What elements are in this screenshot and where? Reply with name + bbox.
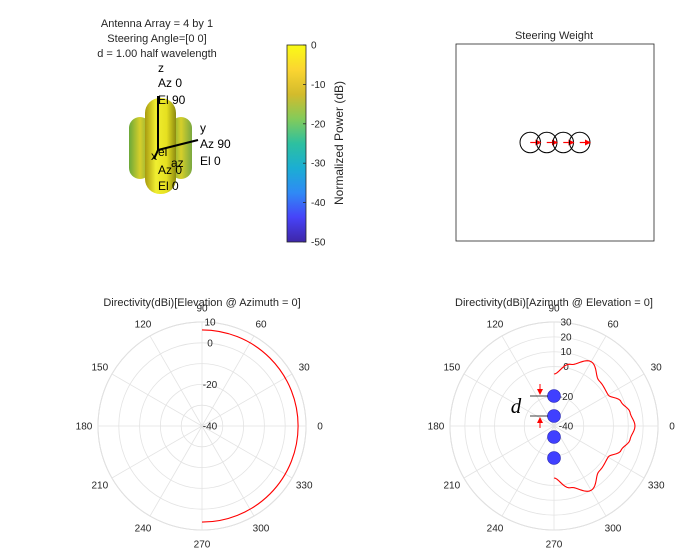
axis-y-line	[157, 139, 199, 151]
polar-spoke	[111, 425, 203, 479]
polar-angle-label: 270	[194, 540, 211, 550]
polar-angle-label: 210	[443, 481, 460, 492]
polar-angle-label: 60	[255, 319, 267, 330]
azimuth-polar-data	[553, 360, 636, 492]
polar-radius-label: -40	[559, 422, 574, 433]
polar-angle-label: 60	[607, 319, 619, 330]
pattern-title-line-2: Steering Angle=[0 0]	[107, 33, 206, 45]
polar-angle-label: 330	[296, 481, 313, 492]
polar-spoke	[201, 373, 293, 427]
pattern-title-line-1: Antenna Array = 4 by 1	[101, 18, 213, 30]
elevation-polar-data	[201, 329, 299, 523]
axis-y-label: y	[200, 121, 206, 135]
axis-overlap-az: az	[171, 156, 184, 170]
polar-angle-label: 300	[253, 524, 270, 535]
polar-angle-label: 30	[299, 363, 311, 374]
array-element-dot	[547, 430, 561, 444]
polar-angle-label: 180	[76, 422, 93, 433]
polar-spoke	[553, 335, 607, 427]
polar-angle-label: 330	[648, 481, 665, 492]
polar-angle-label: 0	[317, 422, 323, 433]
polar-angle-label: 210	[91, 481, 108, 492]
polar-angle-label: 120	[487, 319, 504, 330]
polar-angle-label: 300	[605, 524, 622, 535]
polar-spoke	[201, 335, 255, 427]
elevation-polar-panel: Directivity(dBi)[Elevation @ Azimuth = 0…	[76, 297, 324, 550]
pattern-title-line-3: d = 1.00 half wavelength	[97, 48, 217, 60]
polar-angle-label: 120	[135, 319, 152, 330]
elevation-polar-title: Directivity(dBi)[Elevation @ Azimuth = 0…	[103, 297, 300, 309]
pattern-3d-panel: Antenna Array = 4 by 1 Steering Angle=[0…	[97, 18, 346, 249]
colorbar-tick-label: -30	[311, 159, 326, 170]
array-element-overlay: d	[511, 384, 561, 465]
polar-radius-label: -40	[203, 422, 218, 433]
polar-series-line	[201, 329, 299, 523]
azimuth-polar-grid: 0 30 60 90 120 150 180 210 240 270 300 330 30 20 10 0 -2…	[428, 304, 676, 550]
polar-angle-label: 150	[443, 363, 460, 374]
polar-spoke	[111, 373, 203, 427]
axis-z-label: z	[158, 61, 164, 75]
colorbar-ticks: 0 -10 -20 -30 -40 -50	[303, 41, 326, 249]
polar-spoke	[149, 335, 203, 427]
colorbar-tick-label: -10	[311, 80, 326, 91]
polar-radius-label: -20	[559, 392, 574, 403]
axis-x-label: x	[151, 149, 157, 163]
polar-spoke	[553, 425, 607, 517]
colorbar-tick-label: -50	[311, 238, 326, 249]
elevation-polar-grid: 0 30 60 90 120 150 180 210 240 270 300 330 10 0 -20 -40	[76, 304, 324, 550]
array-element-dot	[547, 409, 561, 423]
axis-z-el: El 90	[158, 93, 186, 107]
polar-spoke	[501, 335, 555, 427]
colorbar-tick-label: -20	[311, 119, 326, 130]
axis-x-az: Az 0	[158, 163, 182, 177]
axis-x-line	[153, 149, 159, 160]
array-element-dot	[547, 389, 561, 403]
polar-radius-label: 10	[560, 347, 572, 358]
polar-radius-label: 10	[204, 318, 216, 329]
steering-weight-title: Steering Weight	[515, 30, 593, 42]
polar-spoke	[201, 425, 293, 479]
polar-angle-label: 0	[669, 422, 675, 433]
steering-weight-marks	[519, 131, 591, 154]
axis-y-el: El 0	[200, 154, 221, 168]
pattern-main-lobe	[145, 98, 176, 194]
colorbar-label: Normalized Power (dB)	[332, 81, 346, 205]
axis-x-el: El 0	[158, 179, 179, 193]
colorbar-tick-label: 0	[311, 41, 317, 52]
axis-y-az: Az 90	[200, 137, 231, 151]
polar-angle-label: 240	[487, 524, 504, 535]
polar-angle-label: 90	[548, 304, 560, 315]
polar-angle-label: 240	[135, 524, 152, 535]
polar-radius-label: 20	[560, 332, 572, 343]
polar-radius-label: 30	[560, 318, 572, 329]
polar-spoke	[463, 425, 555, 479]
steering-weight-panel: Steering Weight	[455, 30, 655, 242]
polar-radius-label: 0	[563, 362, 569, 373]
colorbar-tick-label: -40	[311, 198, 326, 209]
polar-spoke	[553, 373, 645, 427]
polar-spoke	[553, 425, 645, 479]
azimuth-polar-title: Directivity(dBi)[Azimuth @ Elevation = 0…	[455, 297, 653, 309]
polar-angle-label: 30	[651, 363, 663, 374]
spacing-label: d	[511, 394, 522, 418]
polar-spoke	[149, 425, 203, 517]
polar-radius-label: 0	[207, 338, 213, 349]
polar-angle-label: 150	[91, 363, 108, 374]
polar-spoke	[201, 425, 255, 517]
polar-radius-label: -20	[203, 380, 218, 391]
azimuth-polar-panel: Directivity(dBi)[Azimuth @ Elevation = 0…	[428, 297, 676, 550]
polar-angle-label: 90	[196, 304, 208, 315]
polar-angle-label: 180	[428, 422, 445, 433]
axis-z-az: Az 0	[158, 76, 182, 90]
polar-spoke	[501, 425, 555, 517]
axis-overlap-el: el	[158, 145, 167, 159]
polar-angle-label: 270	[546, 540, 563, 550]
colorbar	[286, 44, 307, 243]
array-element-dot	[547, 451, 561, 465]
